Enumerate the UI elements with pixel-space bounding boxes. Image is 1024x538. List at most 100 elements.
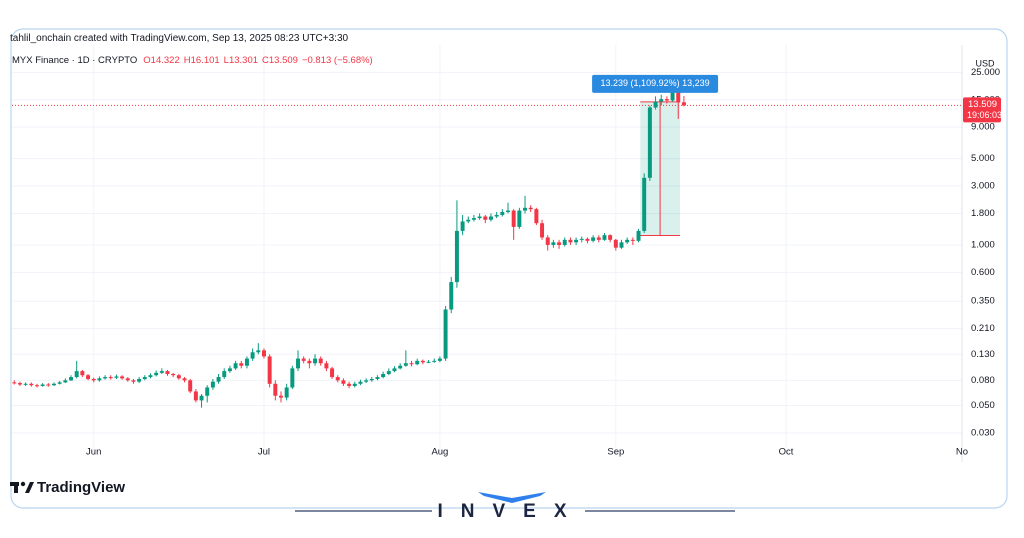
y-tick-label: 0.350: [971, 296, 995, 307]
candle-body: [330, 368, 335, 378]
candle-body: [347, 383, 352, 386]
candle-body: [108, 377, 113, 379]
candle-body: [154, 372, 159, 376]
last-price-label: 13.509: [968, 99, 997, 110]
candle-body: [17, 383, 22, 385]
candle-body: [182, 378, 187, 381]
candle-body: [534, 209, 539, 224]
y-tick-label: 25.000: [971, 67, 1000, 78]
candle-body: [381, 374, 386, 378]
last-price-box: [963, 97, 1001, 123]
candle-body: [165, 371, 170, 375]
candle-body: [500, 211, 505, 215]
candle-body: [148, 375, 153, 378]
candle-body: [642, 177, 647, 231]
measure-label-bg: [592, 74, 719, 93]
y-tick-label: 0.080: [971, 375, 995, 386]
plot: 13.239 (1,109.92%) 13,239: [12, 45, 963, 455]
candle-body: [63, 380, 68, 383]
candle-body: [171, 374, 176, 376]
candle-body: [273, 383, 278, 396]
candle-body: [471, 218, 476, 220]
candle-body: [676, 91, 681, 103]
candle-body: [216, 377, 221, 382]
logo-text: TradingView: [37, 479, 125, 496]
candle-body: [579, 238, 584, 240]
candle-body: [460, 221, 465, 231]
y-tick-label: 1.800: [971, 208, 995, 219]
candle-body: [114, 376, 119, 378]
candle-body: [91, 378, 96, 381]
candle-body: [239, 363, 244, 366]
candle-body: [335, 377, 340, 381]
candle-body: [375, 377, 380, 379]
candle-body: [528, 207, 533, 210]
candle-body: [250, 352, 255, 359]
candle-body: [585, 238, 590, 241]
candle-body: [267, 356, 272, 384]
candle-body: [386, 371, 391, 375]
candle-body: [437, 358, 442, 361]
ohlc-close: C13.509: [262, 55, 298, 66]
candle-body: [279, 395, 283, 398]
y-tick-label: 1.000: [971, 239, 995, 250]
candle-body: [120, 376, 125, 379]
candle-body: [557, 242, 562, 245]
candle-body: [506, 210, 510, 212]
candle-body: [12, 382, 17, 384]
card: [10, 28, 1008, 509]
candle-body: [261, 350, 266, 357]
candle-body: [131, 380, 136, 382]
candle-body: [477, 216, 482, 219]
candle-body: [188, 380, 193, 392]
countdown: 19:06:03: [967, 110, 1002, 120]
x-tick-label: Jun: [86, 447, 101, 458]
candle-body: [97, 378, 102, 381]
candle-body: [647, 107, 652, 178]
x-tick-label: Aug: [431, 447, 448, 458]
candle-body: [568, 239, 573, 243]
candle-body: [222, 371, 227, 378]
candle-body: [562, 239, 567, 245]
ohlc-open: O14.322: [143, 55, 180, 66]
candle-body: [454, 230, 459, 283]
candle-body: [34, 385, 39, 387]
x-tick-label: Jul: [258, 447, 270, 458]
candle-body: [653, 101, 658, 108]
candle-body: [517, 210, 522, 227]
candle-body: [103, 377, 108, 379]
candle-body: [210, 381, 215, 388]
candle-body: [545, 237, 550, 245]
candle-body: [86, 375, 91, 379]
candle-body: [176, 375, 181, 379]
candle-body: [426, 361, 431, 363]
candle-body: [142, 377, 147, 379]
candle-body: [636, 230, 641, 241]
candle-body: [466, 219, 471, 222]
candle-body: [630, 239, 635, 241]
candle-body: [193, 391, 198, 401]
candle-body: [540, 223, 545, 238]
x-tick-label: No: [956, 447, 968, 458]
watermark-swoosh: [478, 492, 546, 503]
candle-body: [244, 358, 249, 366]
ohlc-high: H16.101: [183, 55, 220, 66]
watermark: INVEX: [437, 501, 584, 522]
measure-label: 13.239 (1,109.92%) 13,239: [601, 78, 710, 88]
candle-body: [205, 387, 210, 396]
candle-body: [40, 384, 45, 386]
candle-body: [318, 358, 323, 364]
candle-body: [494, 214, 499, 217]
y-tick-label: 9.000: [971, 122, 995, 133]
y-tick-label: 0.030: [971, 427, 995, 438]
header: tahlil_onchain created with TradingView.…: [10, 33, 349, 44]
ohlc-low: L13.301: [223, 55, 259, 66]
candle-body: [364, 380, 369, 382]
candle-body: [664, 99, 669, 101]
candle-body: [681, 102, 686, 106]
candle-body: [449, 282, 454, 310]
candle-body: [199, 395, 204, 401]
candle-body: [483, 216, 488, 220]
